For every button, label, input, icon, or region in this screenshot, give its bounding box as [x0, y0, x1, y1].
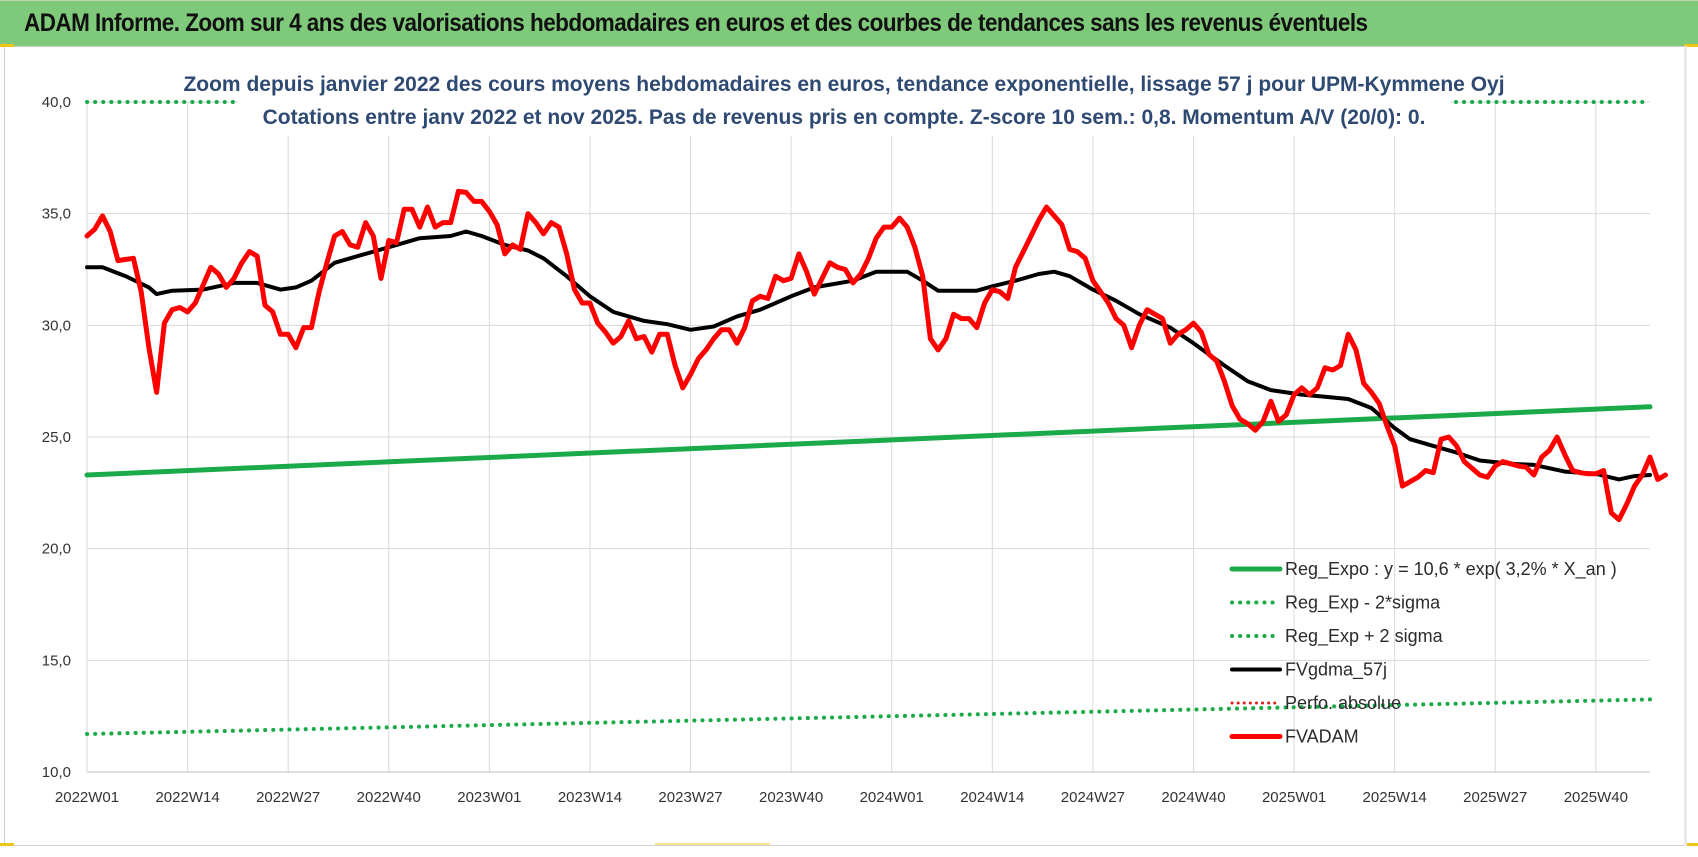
y-tick-label: 20,0 — [42, 541, 71, 558]
corner-mark — [0, 843, 14, 846]
y-axis: 10,0 15,0 20,0 25,0 30,0 35,0 40,0 — [42, 94, 71, 781]
x-tick-label: 2025W40 — [1564, 789, 1628, 806]
x-tick-label: 2023W40 — [759, 789, 823, 806]
corner-mark — [1684, 843, 1698, 846]
x-tick-label: 2024W27 — [1061, 789, 1125, 806]
legend-label: FVgdma_57j — [1285, 660, 1387, 681]
chart-legend: Reg_Expo : y = 10,6 * exp( 3,2% * X_an )… — [1229, 559, 1617, 747]
corner-mark — [1684, 44, 1698, 47]
corner-mark — [1684, 46, 1687, 846]
x-tick-label: 2024W01 — [860, 789, 924, 806]
x-tick-label: 2022W14 — [155, 789, 219, 806]
x-tick-label: 2022W27 — [256, 789, 320, 806]
chart-title-line-2: Cotations entre janv 2022 et nov 2025. P… — [263, 106, 1426, 129]
x-tick-label: 2023W01 — [457, 789, 521, 806]
title-background — [238, 60, 1450, 136]
x-axis: 2022W01 2022W14 2022W27 2022W40 2023W01 2023W… — [55, 771, 1650, 806]
x-tick-label: 2025W01 — [1262, 789, 1326, 806]
corner-mark — [0, 44, 14, 47]
x-tick-label: 2023W14 — [558, 789, 622, 806]
x-tick-label: 2024W14 — [960, 789, 1024, 806]
legend-label: FVADAM — [1285, 727, 1359, 747]
y-tick-label: 25,0 — [42, 429, 71, 446]
y-tick-label: 10,0 — [42, 764, 71, 781]
legend-label: Reg_Exp + 2 sigma — [1285, 626, 1444, 647]
x-tick-label: 2025W27 — [1463, 789, 1527, 806]
y-tick-label: 15,0 — [42, 652, 71, 669]
legend-label: Reg_Expo : y = 10,6 * exp( 3,2% * X_an ) — [1285, 559, 1617, 580]
corner-mark — [655, 843, 770, 845]
title-banner: ADAM Informe. Zoom sur 4 ans des valoris… — [0, 0, 1698, 46]
chart-title-line-1: Zoom depuis janvier 2022 des cours moyen… — [183, 73, 1504, 96]
legend-label: Perfo. absolue — [1285, 693, 1401, 713]
x-tick-label: 2022W01 — [55, 789, 119, 806]
series-reg-exp-minus-2sigma — [85, 697, 1652, 736]
series-fvadam — [84, 188, 1668, 523]
y-tick-label: 40,0 — [42, 94, 71, 111]
x-tick-label: 2024W40 — [1161, 789, 1225, 806]
x-tick-label: 2022W40 — [357, 789, 421, 806]
legend-label: Reg_Exp - 2*sigma — [1285, 593, 1441, 614]
y-tick-label: 35,0 — [42, 206, 71, 223]
series-fvgdma-57j — [85, 229, 1652, 482]
x-tick-label: 2025W14 — [1363, 789, 1427, 806]
banner-title: ADAM Informe. Zoom sur 4 ans des valoris… — [24, 9, 1368, 37]
series-reg-expo — [84, 404, 1653, 478]
x-tick-label: 2023W27 — [658, 789, 722, 806]
y-tick-label: 30,0 — [42, 317, 71, 334]
